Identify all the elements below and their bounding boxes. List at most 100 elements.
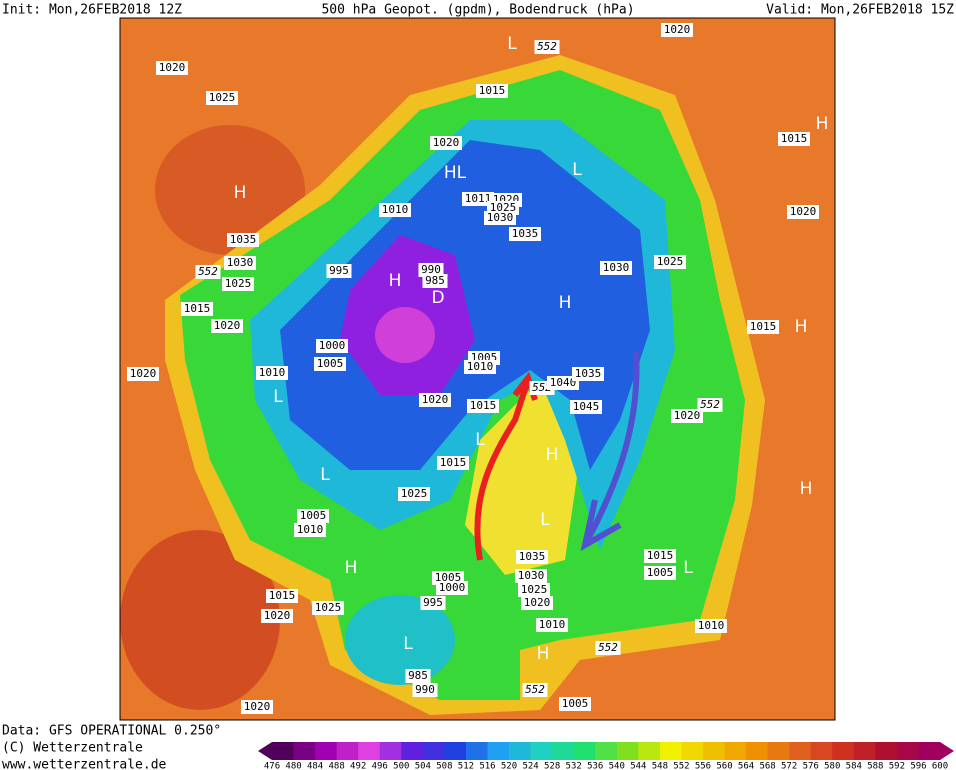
label-box xyxy=(600,261,632,275)
pressure-center: L xyxy=(403,634,413,654)
label-box xyxy=(195,265,221,279)
colorbar-cell xyxy=(746,742,769,760)
colorbar-cell xyxy=(702,742,726,760)
label-box xyxy=(464,360,496,374)
pressure-center: H xyxy=(345,558,358,578)
label-box xyxy=(509,227,541,241)
colorbar-label: 476 xyxy=(264,762,280,770)
isobar-label: 1020 xyxy=(433,136,460,149)
label-box xyxy=(222,277,254,291)
label-box xyxy=(515,569,547,583)
colorbar-label: 532 xyxy=(566,762,582,770)
isobar-label: 1025 xyxy=(401,487,428,500)
colorbar-label: 492 xyxy=(350,762,366,770)
isobar-label: 1015 xyxy=(470,399,497,412)
isobar-label: 1015 xyxy=(479,84,506,97)
vortex-core xyxy=(375,307,435,363)
label-box xyxy=(241,700,273,714)
colorbar-label: 560 xyxy=(716,762,732,770)
colorbar-label: 496 xyxy=(372,762,388,770)
label-box xyxy=(127,367,159,381)
label-box xyxy=(536,618,568,632)
colorbar-cell xyxy=(336,742,359,760)
map-field xyxy=(119,17,836,721)
pressure-center: D xyxy=(431,288,444,308)
colorbar-label: 488 xyxy=(329,762,345,770)
ridge xyxy=(465,390,578,575)
label-box xyxy=(697,398,723,412)
map-border xyxy=(119,17,836,721)
pressure-center: H xyxy=(546,445,559,465)
isobar-label: 1045 xyxy=(573,400,600,413)
isobar-label: 1010 xyxy=(297,523,324,536)
isobar-label: 1010 xyxy=(467,360,494,373)
label-box xyxy=(521,596,553,610)
label-box xyxy=(522,683,548,697)
blue-arrow-head xyxy=(580,499,622,551)
colorbar-cell xyxy=(832,742,855,760)
colorbar-cell xyxy=(853,742,876,760)
label-box xyxy=(326,264,352,278)
colorbar-cell xyxy=(465,742,488,760)
colorbar-cell xyxy=(379,742,402,760)
label-box xyxy=(256,366,288,380)
isobar-label: 1020 xyxy=(674,409,701,422)
colorbar-label: 484 xyxy=(307,762,323,770)
colorbar-cell xyxy=(659,742,682,760)
isobar-label: 995 xyxy=(329,264,349,277)
init-time: Init: Mon,26FEB2018 12Z xyxy=(2,3,182,18)
label-box xyxy=(484,211,516,225)
isobar-label: 552 xyxy=(598,641,618,654)
label-box xyxy=(595,641,621,655)
label-box xyxy=(559,697,591,711)
colorbar-cell xyxy=(315,742,338,760)
isobar-label: 1000 xyxy=(439,581,466,594)
label-box xyxy=(227,233,259,247)
label-box xyxy=(547,376,579,390)
label-box xyxy=(661,23,693,37)
copyright: (C) Wetterzentrale xyxy=(2,741,143,756)
colorbar-cell xyxy=(509,742,532,760)
isobar-label: 995 xyxy=(423,596,443,609)
isobar-label: 552 xyxy=(198,265,218,278)
isobar-label: 1015 xyxy=(781,132,808,145)
colorbar-label: 588 xyxy=(867,762,883,770)
isobar-label: 1015 xyxy=(440,456,467,469)
isobar-label: 1025 xyxy=(225,277,252,290)
isobar-label: 1035 xyxy=(575,367,602,380)
label-box xyxy=(778,132,810,146)
colorbar-cell xyxy=(358,742,381,760)
blue-arrow xyxy=(582,351,640,547)
colorbar-label: 504 xyxy=(415,762,431,770)
pressure-center: H xyxy=(234,183,247,203)
isobar-label: 1030 xyxy=(518,569,545,582)
pressure-center: L xyxy=(507,34,517,54)
label-box xyxy=(412,683,438,697)
colorbar-label: 544 xyxy=(630,762,646,770)
colorbar-label: 568 xyxy=(759,762,775,770)
colorbar-label: 480 xyxy=(285,762,301,770)
label-box xyxy=(534,40,560,54)
label-box xyxy=(467,399,499,413)
isobar-label: 1015 xyxy=(750,320,777,333)
url: www.wetterzentrale.de xyxy=(2,758,167,770)
colorbar-label: 520 xyxy=(501,762,517,770)
label-box xyxy=(644,549,676,563)
label-box xyxy=(436,581,468,595)
isobar-label: 1020 xyxy=(664,23,691,36)
colorbar-cell xyxy=(724,742,747,760)
colorbar-label: 540 xyxy=(609,762,625,770)
isobar-label: 1025 xyxy=(490,201,517,214)
isobar-label: 1035 xyxy=(512,227,539,240)
colorbar-label: 564 xyxy=(738,762,754,770)
isobar-label: 1030 xyxy=(487,211,514,224)
colorbar-end xyxy=(940,742,954,760)
colorbar-cell xyxy=(638,742,661,760)
isobar-label: 552 xyxy=(525,683,545,696)
label-box xyxy=(418,263,444,277)
label-box xyxy=(420,596,446,610)
map-title: 500 hPa Geopot. (gpdm), Bodendruck (hPa) xyxy=(321,3,634,18)
colorbar-label: 524 xyxy=(522,762,538,770)
colorbar-label: 552 xyxy=(673,762,689,770)
isobar-label: 990 xyxy=(415,683,435,696)
